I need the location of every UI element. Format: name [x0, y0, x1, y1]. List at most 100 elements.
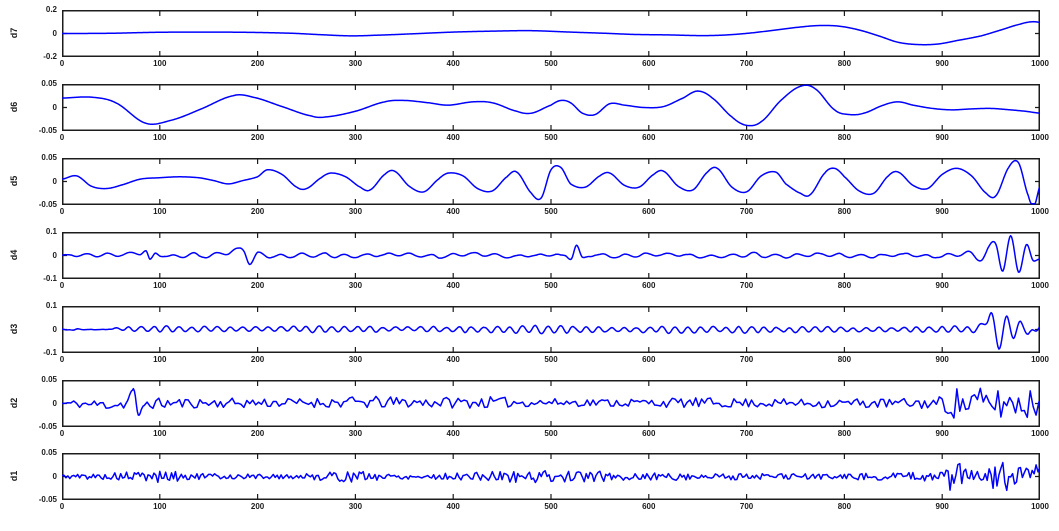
- plot-area: [62, 232, 1040, 279]
- plot-canvas: [62, 380, 1040, 427]
- x-tick-label: 1000: [1031, 502, 1049, 511]
- x-tick-label: 700: [739, 281, 754, 290]
- y-tick-label: 0.05: [41, 448, 57, 457]
- y-tick-label: 0: [52, 471, 57, 481]
- x-tick-label: 800: [837, 207, 852, 216]
- plot-canvas: [62, 158, 1040, 205]
- x-tick-label: 500: [544, 207, 558, 216]
- x-tick-label: 400: [446, 59, 460, 68]
- plot-area: [62, 158, 1040, 205]
- y-tick-label: 0.1: [45, 227, 57, 236]
- x-tick-label: 600: [642, 207, 656, 216]
- x-tick-label: 900: [935, 59, 949, 68]
- x-tick-label: 500: [544, 355, 558, 364]
- y-tick-label: 0: [52, 102, 57, 112]
- x-tick-label: 400: [446, 355, 460, 364]
- subplot-d3: d3 0.1 0 -0.1 0 100 200 300 400 500 600 700 800 900 10…: [0, 301, 1059, 366]
- x-tick-label: 700: [739, 429, 754, 438]
- x-tick-label: 400: [446, 502, 460, 511]
- x-tick-label: 500: [544, 59, 558, 68]
- plot-canvas: [62, 306, 1040, 353]
- x-tick-label: 100: [153, 59, 167, 68]
- plot-canvas: [62, 232, 1040, 279]
- x-tick-label: 1000: [1031, 355, 1049, 364]
- plot-canvas: [62, 84, 1040, 131]
- x-tick-label: 800: [837, 355, 852, 364]
- y-tick-label: 0.05: [41, 375, 57, 384]
- x-tick-label: 1000: [1031, 59, 1049, 68]
- x-tick-label: 600: [642, 502, 656, 511]
- x-tick-label: 100: [153, 133, 167, 142]
- x-tick-label: 700: [739, 207, 754, 216]
- subplot-d1: d1 0.05 0 -0.05 0 100 200 300 400 500 600 700 800 900…: [0, 448, 1059, 513]
- y-tick-label: 0: [52, 176, 57, 186]
- x-tick-label: 700: [739, 502, 754, 511]
- y-tick-label: 0: [52, 28, 57, 38]
- plot-canvas: [62, 453, 1040, 500]
- x-tick-label: 1000: [1031, 429, 1049, 438]
- plot-area: [62, 453, 1040, 500]
- plot-area: [62, 306, 1040, 353]
- x-tick-label: 900: [935, 133, 949, 142]
- y-tick-label: 0: [52, 324, 57, 334]
- x-tick-label: 900: [935, 429, 949, 438]
- y-tick-label: -0.05: [38, 422, 57, 431]
- x-tick-label: 900: [935, 355, 949, 364]
- y-tick-label: 0.1: [45, 301, 57, 310]
- x-tick-label: 1000: [1031, 207, 1049, 216]
- x-tick-label: 200: [250, 133, 265, 142]
- y-tick-label: -0.05: [38, 495, 57, 504]
- x-tick-label: 100: [153, 281, 167, 290]
- x-tick-label: 400: [446, 281, 460, 290]
- x-tick-label: 800: [837, 429, 852, 438]
- plot-area: [62, 380, 1040, 427]
- x-tick-label: 200: [250, 207, 265, 216]
- y-tick-label: 0.05: [41, 79, 57, 88]
- x-tick-label: 600: [642, 133, 656, 142]
- x-tick-label: 600: [642, 59, 656, 68]
- x-tick-label: 100: [153, 502, 167, 511]
- x-tick-label: 0: [59, 502, 65, 511]
- x-tick-label: 600: [642, 281, 656, 290]
- x-tick-label: 0: [59, 133, 65, 142]
- x-tick-label: 400: [446, 429, 460, 438]
- subplot-d5: d5 0.05 0 -0.05 0 100 200 300 400 500 600 700 800 900…: [0, 153, 1059, 218]
- subplot-d7: d7 0.2 0 -0.2 0 100 200 300 400 500 600 700 800 900 10…: [0, 5, 1059, 70]
- x-tick-label: 500: [544, 502, 558, 511]
- subplot-d6: d6 0.05 0 -0.05 0 100 200 300 400 500 600 700 800 900…: [0, 79, 1059, 144]
- plot-area: [62, 84, 1040, 131]
- x-tick-label: 0: [59, 281, 65, 290]
- plot-area: [62, 10, 1040, 57]
- x-tick-label: 100: [153, 355, 167, 364]
- x-tick-label: 0: [59, 207, 65, 216]
- x-tick-label: 600: [642, 429, 656, 438]
- x-tick-label: 900: [935, 281, 949, 290]
- x-tick-label: 0: [59, 429, 65, 438]
- y-tick-label: 0.05: [41, 153, 57, 162]
- x-tick-label: 200: [250, 429, 265, 438]
- x-tick-label: 700: [739, 133, 754, 142]
- y-tick-label: -0.1: [43, 348, 57, 357]
- x-tick-label: 800: [837, 133, 852, 142]
- x-tick-label: 200: [250, 59, 265, 68]
- x-tick-label: 300: [348, 355, 363, 364]
- subplot-d4: d4 0.1 0 -0.1 0 100 200 300 400 500 600 700 800 900 10…: [0, 227, 1059, 292]
- y-tick-label: -0.2: [43, 52, 57, 61]
- x-tick-label: 200: [250, 502, 265, 511]
- x-tick-label: 200: [250, 281, 265, 290]
- x-tick-label: 400: [446, 133, 460, 142]
- x-tick-label: 500: [544, 133, 558, 142]
- x-tick-label: 0: [59, 59, 65, 68]
- y-tick-label: 0: [52, 250, 57, 260]
- x-tick-label: 1000: [1031, 281, 1049, 290]
- x-tick-label: 600: [642, 355, 656, 364]
- x-tick-label: 400: [446, 207, 460, 216]
- plot-canvas: [62, 10, 1040, 57]
- x-tick-label: 500: [544, 429, 558, 438]
- x-tick-label: 300: [348, 502, 363, 511]
- x-tick-label: 200: [250, 355, 265, 364]
- y-tick-label: 0.2: [45, 5, 57, 14]
- x-tick-label: 100: [153, 207, 167, 216]
- y-tick-label: -0.1: [43, 274, 57, 283]
